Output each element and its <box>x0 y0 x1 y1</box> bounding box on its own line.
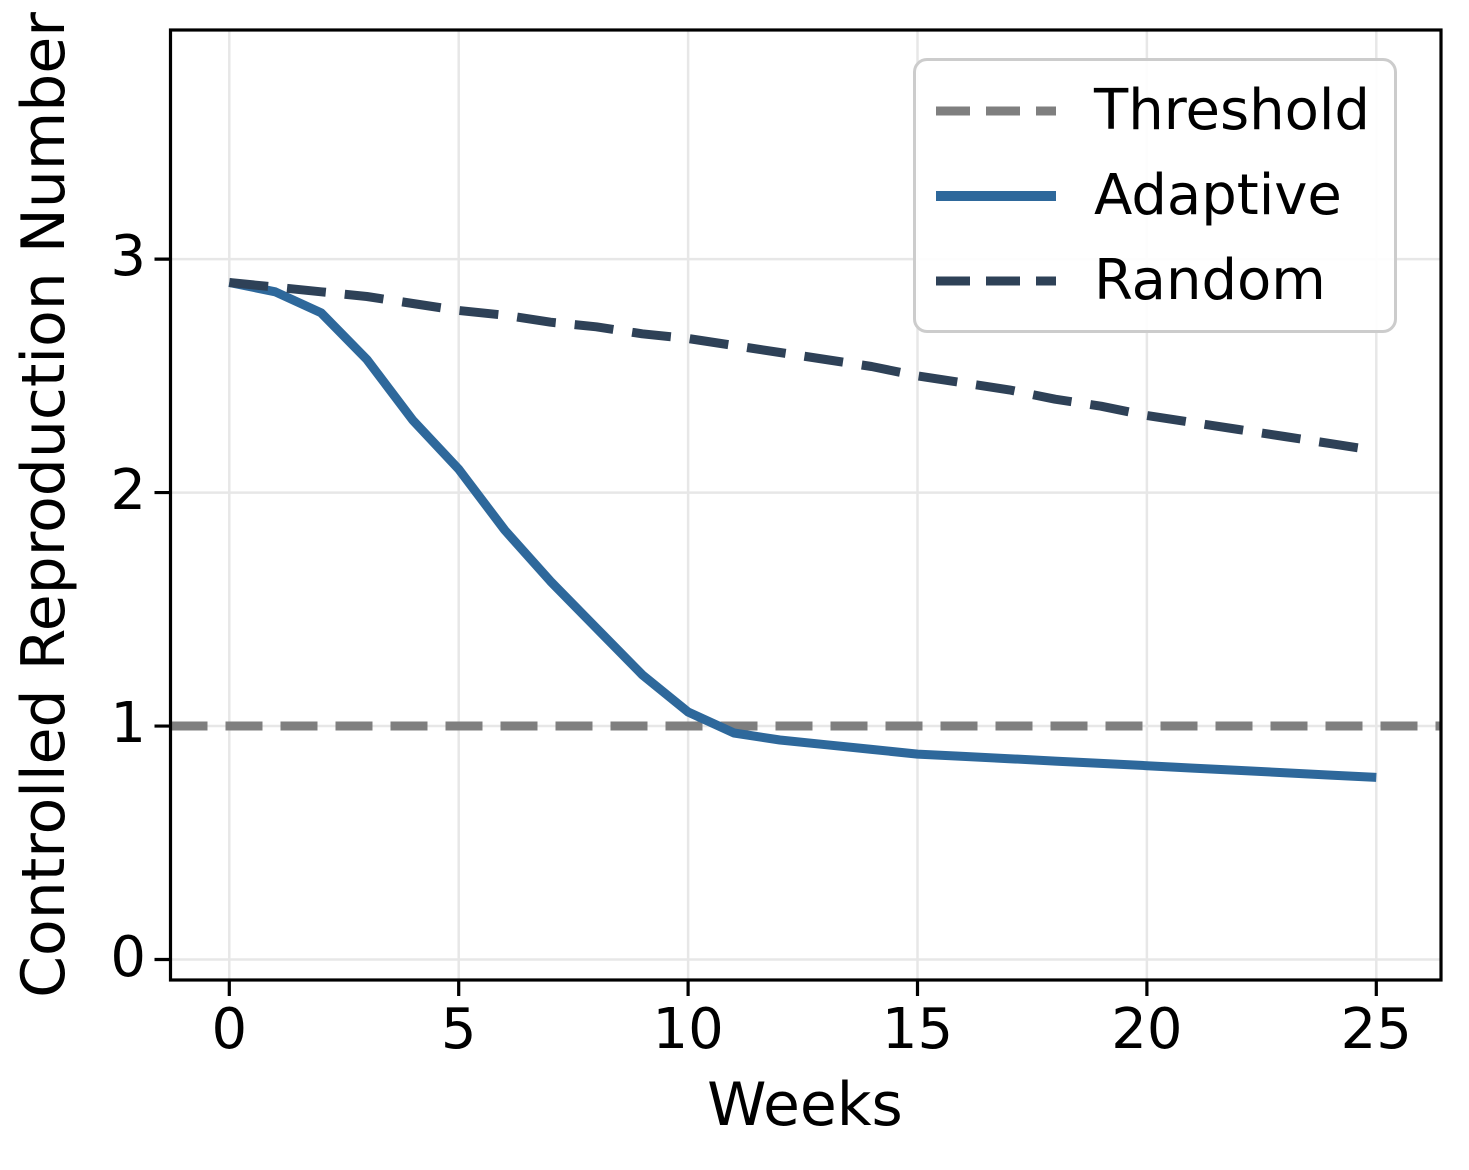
legend-label-threshold: Threshold <box>1094 77 1370 143</box>
legend: Threshold Adaptive Random <box>913 58 1397 333</box>
y-tick-label-1: 1 <box>110 690 146 756</box>
y-axis-label: Controlled Reproduction Number <box>9 12 79 998</box>
x-axis-label: Weeks <box>707 1070 903 1140</box>
legend-label-random: Random <box>1094 247 1326 313</box>
series-lines <box>170 278 1441 782</box>
legend-row-adaptive: Adaptive <box>916 153 1394 238</box>
adaptive-line-sample-icon <box>936 190 1056 201</box>
threshold-line-sample-icon <box>936 106 1056 115</box>
adaptive-line <box>228 278 1377 782</box>
x-tick-label-5: 5 <box>440 997 477 1062</box>
axis-spines-and-ticks <box>154 28 1443 996</box>
y-tick-label-0: 0 <box>110 924 146 990</box>
legend-row-threshold: Threshold <box>916 68 1394 153</box>
x-tick-label-20: 20 <box>1111 997 1183 1062</box>
random-line <box>228 278 1377 456</box>
legend-row-random: Random <box>916 238 1394 323</box>
x-tick-label-15: 15 <box>881 997 954 1062</box>
random-line-sample-icon <box>936 276 1056 285</box>
x-tick-label-10: 10 <box>652 997 724 1062</box>
y-tick-label-3: 3 <box>110 223 146 289</box>
y-tick-label-2: 2 <box>110 457 146 523</box>
legend-label-adaptive: Adaptive <box>1094 162 1342 228</box>
x-tick-label-25: 25 <box>1340 997 1412 1062</box>
x-tick-label-0: 0 <box>211 997 248 1062</box>
